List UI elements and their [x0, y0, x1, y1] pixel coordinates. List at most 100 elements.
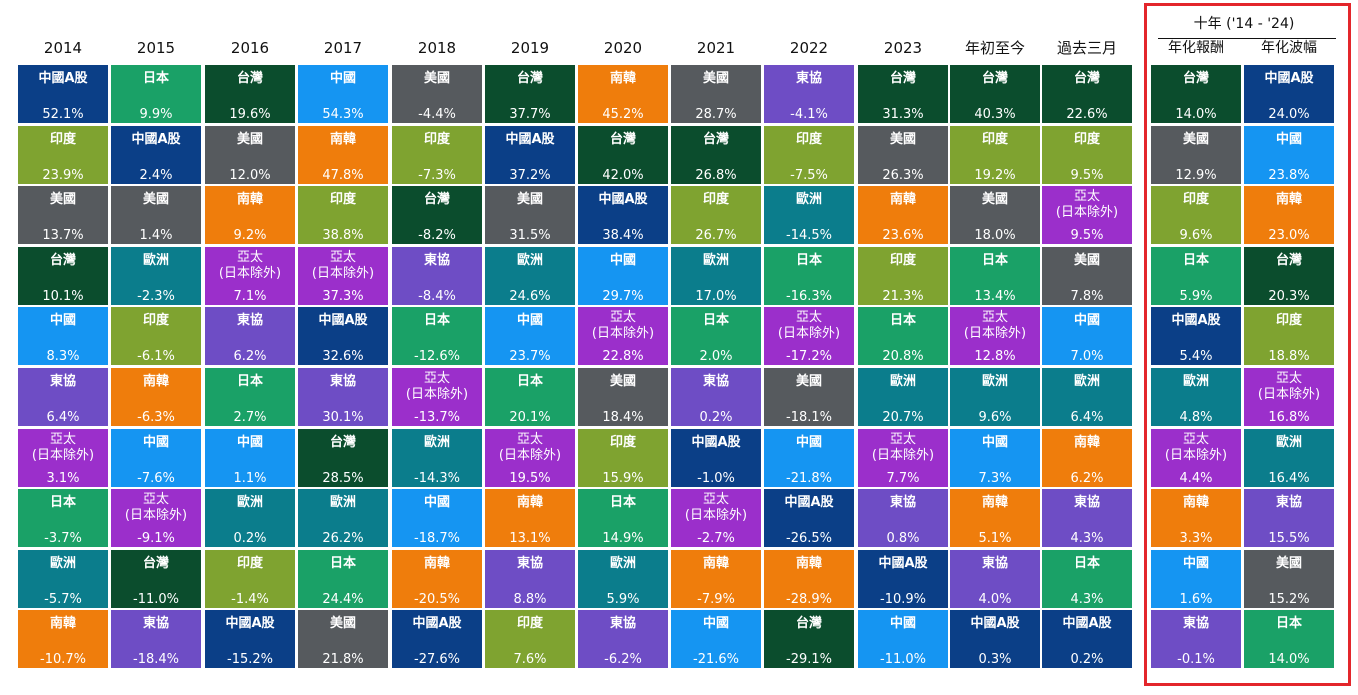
market-name: 歐洲 — [795, 192, 822, 207]
table-cell: 印度 7.6% — [485, 610, 575, 668]
market-name: 南韓 — [795, 556, 822, 571]
return-value: 23.7% — [509, 349, 551, 364]
market-name: 美國 — [49, 192, 76, 207]
table-cell: 中國A股 37.2% — [485, 126, 575, 184]
market-name: 印度 — [423, 132, 450, 147]
return-value: -6.3% — [137, 410, 175, 425]
return-value: 4.4% — [1179, 471, 1213, 486]
market-name: 台灣 — [1275, 253, 1302, 268]
table-cell: 中國A股 -15.2% — [205, 610, 295, 668]
market-name: 亞太 (日本除外) — [1257, 371, 1321, 402]
table-cell: 亞太 (日本除外) 7.7% — [858, 429, 948, 487]
market-name: 印度 — [142, 313, 169, 328]
table-cell: 亞太 (日本除外) -13.7% — [392, 368, 482, 426]
table-cell: 日本 -3.7% — [18, 489, 108, 547]
return-value: 5.4% — [1179, 349, 1213, 364]
table-cell: 日本 -12.6% — [392, 307, 482, 365]
table-cell: 日本 13.4% — [950, 247, 1040, 305]
table-cell: 歐洲 9.6% — [950, 368, 1040, 426]
table-cell: 南韓 5.1% — [950, 489, 1040, 547]
table-cell: 歐洲 0.2% — [205, 489, 295, 547]
market-name: 南韓 — [236, 192, 263, 207]
table-cell: 日本 2.0% — [671, 307, 761, 365]
table-cell: 美國 -18.1% — [764, 368, 854, 426]
column-header-8: 2022 — [789, 39, 829, 57]
return-value: -3.7% — [44, 531, 82, 546]
return-value: -10.9% — [880, 592, 926, 607]
table-cell: 亞太 (日本除外) 3.1% — [18, 429, 108, 487]
table-cell: 美國 1.4% — [111, 186, 201, 244]
table-cell: 中國 -21.8% — [764, 429, 854, 487]
market-name: 日本 — [702, 313, 729, 328]
market-name: 日本 — [516, 374, 543, 389]
return-value: 1.1% — [233, 471, 267, 486]
market-name: 東協 — [236, 313, 263, 328]
table-cell: 台灣 22.6% — [1042, 65, 1132, 123]
return-value: 23.6% — [882, 228, 924, 243]
market-name: 美國 — [1073, 253, 1100, 268]
market-name: 印度 — [609, 435, 636, 450]
table-cell: 南韓 -6.3% — [111, 368, 201, 426]
table-cell: 東協 -0.1% — [1151, 610, 1241, 668]
market-name: 中國A股 — [412, 616, 462, 631]
return-value: 14.0% — [1175, 107, 1217, 122]
return-value: 4.3% — [1070, 592, 1104, 607]
market-name: 中國A股 — [505, 132, 555, 147]
return-value: -14.3% — [414, 471, 460, 486]
table-cell: 日本 20.1% — [485, 368, 575, 426]
market-name: 中國A股 — [878, 556, 928, 571]
table-cell: 印度 -7.5% — [764, 126, 854, 184]
table-cell: 亞太 (日本除外) -17.2% — [764, 307, 854, 365]
return-value: 13.4% — [974, 289, 1016, 304]
market-name: 中國 — [1073, 313, 1100, 328]
market-name: 亞太 (日本除外) — [1055, 189, 1119, 220]
market-name: 亞太 (日本除外) — [777, 310, 841, 341]
return-value: 4.3% — [1070, 531, 1104, 546]
market-name: 中國 — [1182, 556, 1209, 571]
market-name: 印度 — [1073, 132, 1100, 147]
return-value: -18.7% — [414, 531, 460, 546]
table-cell: 印度 19.2% — [950, 126, 1040, 184]
return-value: 26.8% — [695, 168, 737, 183]
return-value: 19.2% — [974, 168, 1016, 183]
market-name: 台灣 — [516, 71, 543, 86]
return-value: 13.1% — [509, 531, 551, 546]
market-name: 歐洲 — [423, 435, 450, 450]
table-cell: 美國 15.2% — [1244, 550, 1334, 608]
return-value: 47.8% — [322, 168, 364, 183]
market-name: 歐洲 — [1073, 374, 1100, 389]
return-value: -7.5% — [790, 168, 828, 183]
market-name: 中國 — [702, 616, 729, 631]
return-value: 19.6% — [229, 107, 271, 122]
market-name: 南韓 — [423, 556, 450, 571]
market-name: 南韓 — [981, 495, 1008, 510]
table-cell: 日本 2.7% — [205, 368, 295, 426]
column-header-5: 2019 — [510, 39, 550, 57]
table-cell: 東協 30.1% — [298, 368, 388, 426]
return-value: 3.1% — [46, 471, 80, 486]
market-name: 歐洲 — [236, 495, 263, 510]
market-name: 日本 — [142, 71, 169, 86]
return-value: 16.4% — [1268, 471, 1310, 486]
return-value: 9.6% — [978, 410, 1012, 425]
column-header-7: 2021 — [696, 39, 736, 57]
table-cell: 東協 6.4% — [18, 368, 108, 426]
market-name: 美國 — [516, 192, 543, 207]
return-value: 42.0% — [602, 168, 644, 183]
column-header-13: 年化波幅 — [1261, 40, 1317, 56]
market-name: 中國A股 — [1264, 71, 1314, 86]
return-value: 28.7% — [695, 107, 737, 122]
market-name: 中國A股 — [1171, 313, 1221, 328]
market-name: 中國A股 — [691, 435, 741, 450]
return-value: 54.3% — [322, 107, 364, 122]
market-name: 南韓 — [609, 71, 636, 86]
table-cell: 中國 1.1% — [205, 429, 295, 487]
market-name: 印度 — [1182, 192, 1209, 207]
table-cell: 中國A股 -26.5% — [764, 489, 854, 547]
table-cell: 印度 38.8% — [298, 186, 388, 244]
market-name: 東協 — [1275, 495, 1302, 510]
table-cell: 美國 21.8% — [298, 610, 388, 668]
table-cell: 美國 31.5% — [485, 186, 575, 244]
table-cell: 亞太 (日本除外) 7.1% — [205, 247, 295, 305]
